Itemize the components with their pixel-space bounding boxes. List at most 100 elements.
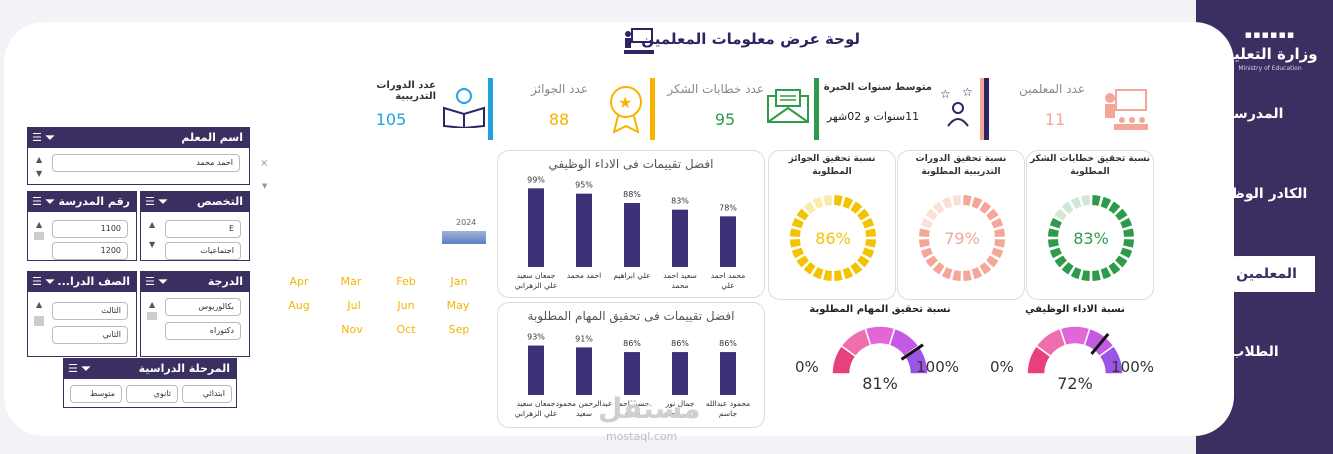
kpi-accent-bar xyxy=(650,78,655,140)
bar-category-label: محمد xyxy=(671,281,688,290)
ring-segment xyxy=(865,239,876,248)
kpi-awards-label: عدد الجوائز xyxy=(531,82,588,96)
ring-thanks-value: 83% xyxy=(1073,229,1109,248)
bar-category-label: جمال نور xyxy=(665,399,695,408)
slicer-stage-title: المرحلة الدراسية xyxy=(138,362,230,375)
scroll-up-icon[interactable]: ▲ xyxy=(36,300,43,309)
slicer-grade-title: الصف الدرا... xyxy=(57,275,130,288)
ring-segment xyxy=(1100,196,1112,209)
slicer-teacher-header: اسم المعلم ⏷ ☰ xyxy=(28,128,249,148)
slicer-degree-title: الدرجة xyxy=(207,275,243,288)
bar xyxy=(672,352,688,395)
scroll-up-icon[interactable]: ▲ xyxy=(36,220,43,229)
ring-segment xyxy=(823,270,832,281)
nav-item-teachers[interactable]: المعلمين xyxy=(1218,256,1315,292)
slicer-option[interactable]: اجتماعيات xyxy=(165,242,241,260)
slicer-teacher: اسم المعلم ⏷ ☰ ▲ ▼ احمد محمد xyxy=(27,127,250,185)
clear-filter-icon[interactable]: ⨯ xyxy=(260,158,269,169)
bar-value-label: 91% xyxy=(575,334,593,343)
teacher-board-icon xyxy=(1105,89,1148,130)
scrollbar-thumb[interactable] xyxy=(147,312,157,320)
scrollbar-thumb[interactable] xyxy=(34,316,44,326)
kpi-accent-bar xyxy=(984,78,989,140)
ring-segment xyxy=(1048,239,1059,248)
slicer-option[interactable]: 1100 xyxy=(52,220,128,238)
slicer-grade: الصف الدرا... ⏷ ☰ ▲ الثالث الثاني xyxy=(27,271,137,357)
slicer-option[interactable]: الثاني xyxy=(52,326,128,344)
month-nov[interactable]: Nov xyxy=(341,323,363,336)
dropdown-icon[interactable]: ▼ xyxy=(262,182,268,190)
month-feb[interactable]: Feb xyxy=(396,275,416,288)
ring-segment xyxy=(857,255,870,268)
clear-filter-icon[interactable]: ⏷ ☰ xyxy=(145,195,168,208)
slicer-option[interactable]: متوسط xyxy=(70,385,122,403)
gauge-performance: نسبة الاداء الوظيفي 0% 100% 72% xyxy=(990,304,1160,404)
clear-filter-icon[interactable]: ⏷ ☰ xyxy=(68,362,91,375)
scroll-up-icon[interactable]: ▲ xyxy=(149,220,156,229)
ring-segment xyxy=(812,267,824,280)
ring-segment xyxy=(986,208,999,221)
scrollbar-thumb[interactable] xyxy=(34,232,44,240)
ring-segment xyxy=(952,270,961,281)
bar-value-label: 86% xyxy=(623,339,641,348)
month-mar[interactable]: Mar xyxy=(340,275,362,288)
logo-mark-icon: ▪▪▪▪▪▪ xyxy=(1244,28,1296,41)
month-jan[interactable]: Jan xyxy=(450,275,468,288)
bar-category-label: سعيد xyxy=(576,409,592,418)
slicer-stage: المرحلة الدراسية ⏷ ☰ ابتدائي ثانوي متوسط xyxy=(63,358,237,408)
book-bulb-icon xyxy=(443,88,485,128)
bar-value-label: 86% xyxy=(719,339,737,348)
clear-filter-icon[interactable]: ⏷ ☰ xyxy=(32,195,55,208)
clear-filter-icon[interactable]: ⏷ ☰ xyxy=(145,275,168,288)
month-oct[interactable]: Oct xyxy=(396,323,416,336)
nav-item-students[interactable]: الطلاب xyxy=(1230,344,1279,360)
bar xyxy=(528,345,544,395)
slicer-option[interactable]: E xyxy=(165,220,241,238)
ring-thanks-title: نسبة تحقيق خطابات الشكر المطلوبة xyxy=(1029,154,1151,177)
ring-segment xyxy=(796,208,809,221)
slicer-option[interactable]: الثالث xyxy=(52,302,128,320)
ring-segment xyxy=(941,267,953,280)
kpi-experience-label: متوسط سنوات الخبرة xyxy=(823,82,932,93)
kpi-thanks-value: 95 xyxy=(714,110,736,129)
scroll-down-icon[interactable]: ▼ xyxy=(149,240,156,249)
ring-segment xyxy=(986,255,999,268)
bar-category-label: علي الزهراني xyxy=(515,281,558,290)
bar-value-label: 88% xyxy=(623,190,641,199)
ring-segment xyxy=(850,201,863,214)
scroll-down-icon[interactable]: ▼ xyxy=(36,169,43,178)
gauge-tasks-value: 81% xyxy=(862,374,898,393)
month-apr[interactable]: Apr xyxy=(289,275,309,288)
clear-filter-icon[interactable]: ⏷ ☰ xyxy=(32,275,55,288)
ring-segment xyxy=(862,217,875,229)
month-may[interactable]: May xyxy=(446,299,470,312)
month-jul[interactable]: Jul xyxy=(347,299,361,312)
slicer-option[interactable]: ثانوي xyxy=(126,385,178,403)
ring-segment xyxy=(842,267,854,280)
clear-filter-icon[interactable]: ⏷ ☰ xyxy=(32,131,55,144)
month-jun[interactable]: Jun xyxy=(397,299,415,312)
slicer-option[interactable]: 1200 xyxy=(52,242,128,260)
bar-category-label: حسن احمد xyxy=(615,399,650,408)
bar-category-label: جمعان سعيد xyxy=(517,271,556,280)
ring-segment xyxy=(1070,267,1082,280)
slicer-option[interactable]: احمد محمد xyxy=(52,154,240,172)
month-sep[interactable]: Sep xyxy=(448,323,470,336)
ring-segment xyxy=(1049,247,1062,259)
ring-segment xyxy=(1108,201,1121,214)
timeline-bar[interactable] xyxy=(442,231,486,244)
ring-segment xyxy=(865,228,876,237)
scroll-up-icon[interactable]: ▲ xyxy=(149,300,156,309)
slicer-school-number-title: رقم المدرسة xyxy=(58,195,130,208)
ring-segment xyxy=(919,239,930,248)
slicer-option[interactable]: دكتوراه xyxy=(165,322,241,340)
ring-segment xyxy=(1049,217,1062,229)
nav-item-school[interactable]: المدرسة xyxy=(1225,106,1284,122)
month-aug[interactable]: Aug xyxy=(288,299,310,312)
slicer-option[interactable]: بكالوريوس xyxy=(165,298,241,316)
kpi-courses: عدد الدورات التدريبية 105 xyxy=(340,78,500,140)
scroll-up-icon[interactable]: ▲ xyxy=(36,155,43,164)
gauge-needle xyxy=(1090,332,1110,355)
slicer-option[interactable]: ابتدائي xyxy=(182,385,232,403)
timeline-year: 2024 xyxy=(456,218,477,227)
